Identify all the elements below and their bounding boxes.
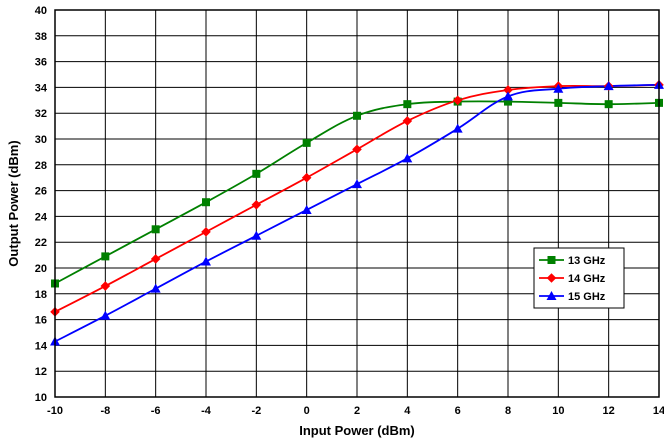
legend-label: 13 GHz <box>568 255 606 267</box>
data-point-marker <box>402 153 413 163</box>
data-point-marker <box>402 116 413 126</box>
x-tick-label: -8 <box>100 405 110 417</box>
x-tick-label: 0 <box>304 405 310 417</box>
x-tick-label: 6 <box>455 405 461 417</box>
legend-label: 14 GHz <box>568 273 606 285</box>
y-tick-label: 28 <box>35 160 47 172</box>
x-tick-label: -4 <box>201 405 212 417</box>
data-point-marker <box>100 281 111 291</box>
data-point-marker <box>503 91 513 101</box>
y-tick-label: 40 <box>35 5 47 17</box>
x-tick-label: 4 <box>404 405 411 417</box>
data-point-marker <box>302 138 311 147</box>
y-tick-label: 12 <box>35 366 47 378</box>
y-tick-label: 10 <box>35 392 47 404</box>
x-tick-label: 2 <box>354 405 360 417</box>
data-point-marker <box>101 252 110 261</box>
data-point-marker <box>100 310 111 320</box>
data-point-marker <box>251 230 262 240</box>
data-point-marker <box>553 83 564 93</box>
x-axis-title: Input Power (dBm) <box>299 423 415 438</box>
y-tick-label: 22 <box>35 237 47 249</box>
y-tick-label: 32 <box>35 108 47 120</box>
x-tick-label: 14 <box>653 405 664 417</box>
x-tick-label: 12 <box>603 405 615 417</box>
y-tick-label: 36 <box>35 57 47 69</box>
data-point-marker <box>452 95 463 106</box>
data-point-marker <box>504 97 512 106</box>
data-point-marker <box>252 169 261 178</box>
x-tick-label: 8 <box>505 405 511 417</box>
data-point-marker <box>301 172 312 183</box>
legend-marker <box>547 256 556 264</box>
data-point-marker <box>352 179 362 189</box>
legend-marker <box>546 273 557 283</box>
legend: 13 GHz 14 GHz 15 GHz <box>533 247 625 309</box>
y-tick-label: 24 <box>35 211 48 223</box>
tick-labels: -10 -8 -6 -4 -2 0 2 4 6 8 10 12 14101214161820222426… <box>35 5 664 417</box>
x-tick-label: 10 <box>552 405 564 417</box>
y-tick-label: 34 <box>35 82 48 94</box>
x-tick-label: -6 <box>151 405 161 417</box>
legend-marker <box>546 291 557 300</box>
data-point-marker <box>201 256 211 266</box>
data-point-marker <box>301 204 312 214</box>
data-point-marker <box>604 100 613 109</box>
x-tick-label: -10 <box>47 405 63 417</box>
data-point-marker <box>251 199 262 210</box>
y-tick-label: 30 <box>35 134 47 146</box>
y-tick-label: 26 <box>35 186 47 198</box>
grid <box>55 10 659 397</box>
data-point-marker <box>150 283 161 293</box>
data-point-marker <box>554 98 563 107</box>
legend-items: 13 GHz 14 GHz 15 GHz <box>539 255 606 303</box>
legend-label: 15 GHz <box>568 291 606 303</box>
y-tick-label: 18 <box>35 289 47 301</box>
data-point-marker <box>201 227 211 237</box>
data-point-marker <box>151 225 160 234</box>
data-point-marker <box>202 198 210 207</box>
data-point-marker <box>403 100 412 109</box>
x-tick-label: -2 <box>251 405 261 417</box>
y-tick-label: 14 <box>35 340 48 352</box>
legend-item: 14 GHz <box>539 273 606 285</box>
y-axis-title: Output Power (dBm) <box>6 140 21 266</box>
y-tick-label: 20 <box>35 263 47 275</box>
data-point-marker <box>452 123 463 133</box>
legend-item: 15 GHz <box>539 291 606 303</box>
y-tick-label: 16 <box>35 315 47 327</box>
data-point-marker <box>503 85 513 95</box>
plot-border <box>54 9 660 398</box>
data-point-marker <box>353 111 361 120</box>
y-tick-label: 38 <box>35 31 47 43</box>
data-point-marker <box>603 81 614 91</box>
data-point-marker <box>352 144 362 155</box>
data-point-marker <box>150 254 161 264</box>
legend-item: 13 GHz <box>539 255 606 267</box>
